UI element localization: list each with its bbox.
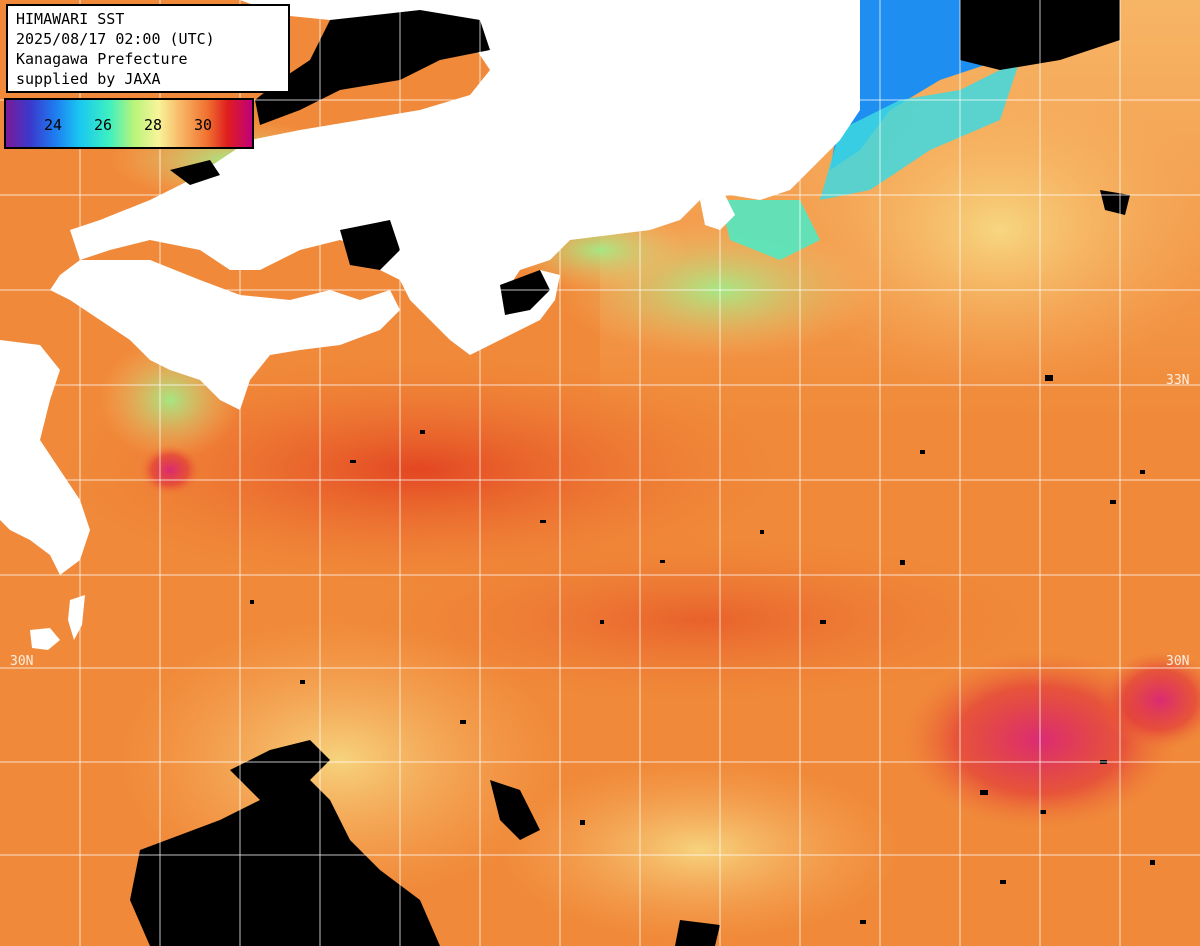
cloud-southwest-large xyxy=(130,770,440,946)
cloud-southwest-mid xyxy=(230,740,330,800)
cyan-water-sagami xyxy=(720,200,820,260)
legend-tick-30: 30 xyxy=(194,116,213,134)
cloud-east-small xyxy=(1100,190,1130,215)
cyan-water-northeast xyxy=(820,60,1020,200)
lat-label-33n-right: 33N xyxy=(1166,373,1190,388)
land-kyushu xyxy=(0,340,90,575)
cloud-south-center xyxy=(490,780,540,840)
cloud-honshu-south xyxy=(340,220,400,270)
info-box: HIMAWARI SST 2025/08/17 02:00 (UTC) Kana… xyxy=(6,4,290,93)
lat-label-30n-right: 30N xyxy=(1166,654,1190,669)
land-yakushima xyxy=(68,595,85,640)
region-label: Kanagawa Prefecture xyxy=(16,50,188,68)
magenta-patch-west xyxy=(140,445,200,495)
legend-tick-28: 28 xyxy=(144,116,163,134)
land-shikoku xyxy=(50,260,400,410)
land-honshu xyxy=(70,0,860,355)
map-title: HIMAWARI SST xyxy=(16,10,125,28)
lat-label-30n-left: 30N xyxy=(10,654,34,669)
observation-datetime: 2025/08/17 02:00 (UTC) xyxy=(16,30,215,48)
magenta-patch-east xyxy=(1100,650,1200,750)
temperature-legend: 24 26 28 30 xyxy=(4,98,254,149)
legend-tick-24: 24 xyxy=(44,116,63,134)
land-tanegashima xyxy=(30,628,60,650)
legend-tick-26: 26 xyxy=(94,116,113,134)
cloud-kii-east xyxy=(500,270,550,315)
cloud-northwest xyxy=(255,10,490,125)
cloud-south-east xyxy=(675,920,720,946)
data-credit: supplied by JAXA xyxy=(16,70,161,88)
cloud-inland xyxy=(170,160,220,185)
land-izu xyxy=(700,195,735,230)
cloud-areas xyxy=(130,0,1130,946)
land xyxy=(0,0,860,650)
